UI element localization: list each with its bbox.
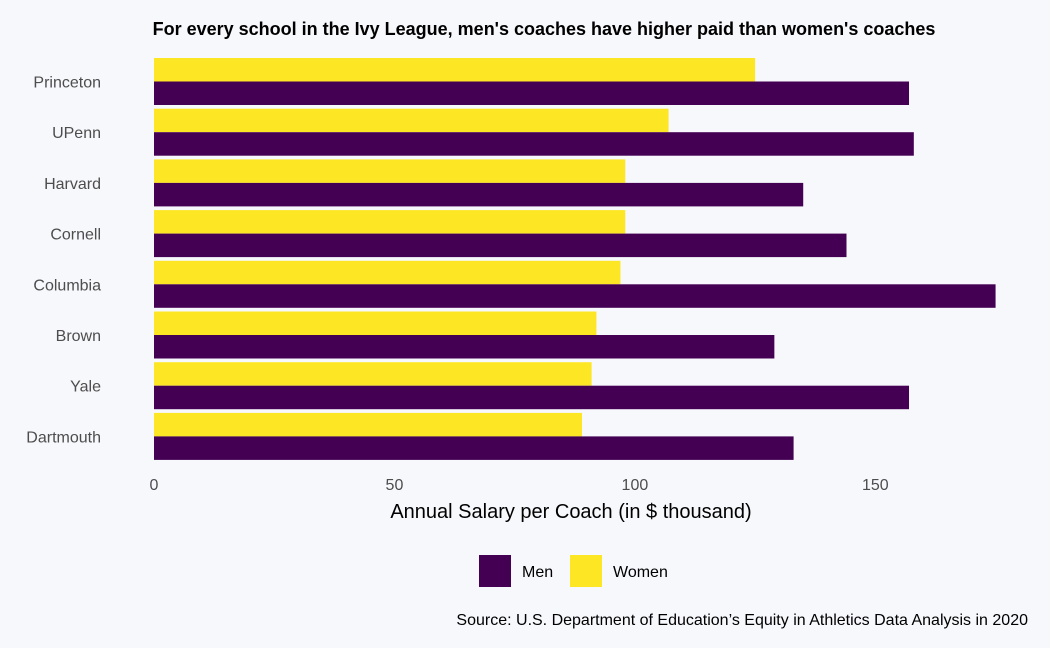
bar-men-dartmouth <box>154 436 794 460</box>
x-tick-label-100: 100 <box>622 477 649 494</box>
bar-women-brown <box>154 311 597 335</box>
source-note: Source: U.S. Department of Education’s E… <box>456 612 1028 629</box>
bar-women-princeton <box>154 58 756 82</box>
bar-men-upenn <box>154 132 914 156</box>
x-tick-label-0: 0 <box>150 477 159 494</box>
category-label-columbia: Columbia <box>33 277 101 294</box>
x-axis-title: Annual Salary per Coach (in $ thousand) <box>390 501 751 523</box>
category-label-dartmouth: Dartmouth <box>26 429 101 446</box>
x-tick-label-150: 150 <box>862 477 889 494</box>
bar-men-harvard <box>154 182 804 207</box>
legend-label-women: Women <box>613 564 668 581</box>
bar-women-dartmouth <box>154 412 582 437</box>
bar-men-brown <box>154 335 775 359</box>
category-label-cornell: Cornell <box>50 227 101 244</box>
bar-women-columbia <box>154 260 621 285</box>
x-tick-label-50: 50 <box>386 477 404 494</box>
legend-label-men: Men <box>522 564 553 581</box>
bar-women-cornell <box>154 210 626 234</box>
bar-men-princeton <box>154 81 910 105</box>
category-label-upenn: UPenn <box>52 125 101 142</box>
category-label-yale: Yale <box>70 379 101 396</box>
category-label-princeton: Princeton <box>33 75 101 92</box>
legend-swatch-women <box>570 555 602 587</box>
legend: Men Women <box>479 555 668 587</box>
bar-women-yale <box>154 362 592 386</box>
category-label-harvard: Harvard <box>44 176 101 193</box>
category-labels: Princeton UPenn Harvard Cornell Columbia Brow… <box>26 75 101 447</box>
x-axis-ticks: 0 50 100 150 <box>150 477 889 494</box>
bar-men-yale <box>154 385 910 410</box>
bar-men-cornell <box>154 233 847 258</box>
bars-group <box>154 58 996 460</box>
chart-title: For every school in the Ivy League, men'… <box>153 19 936 39</box>
bar-men-columbia <box>154 284 996 308</box>
bar-women-upenn <box>154 108 669 133</box>
category-label-brown: Brown <box>56 328 101 345</box>
legend-swatch-men <box>479 555 511 587</box>
bar-women-harvard <box>154 159 626 183</box>
